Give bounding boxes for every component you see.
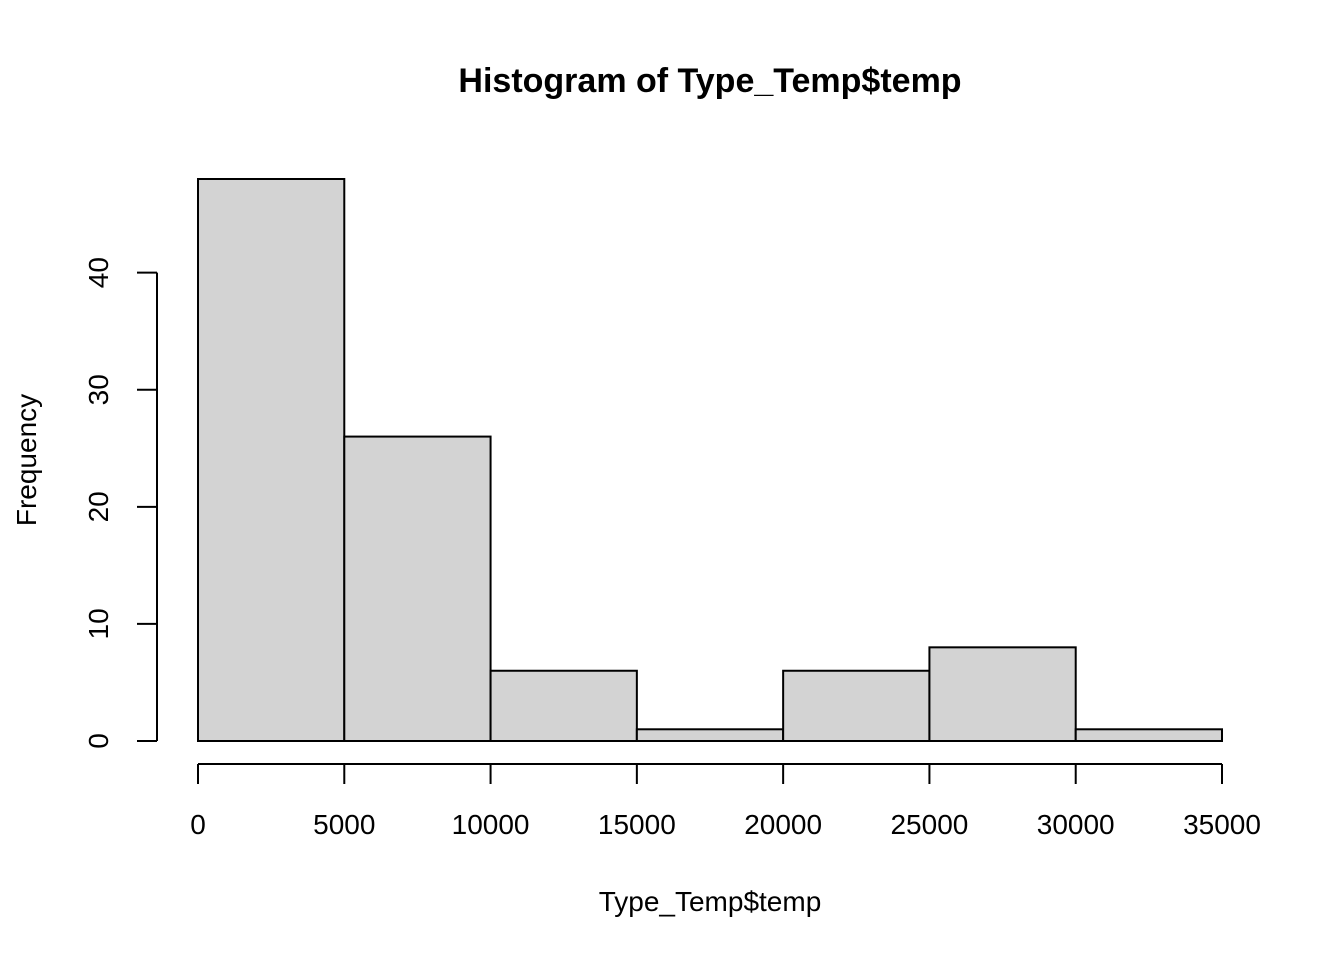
x-tick-label-4: 20000 [744,809,822,840]
y-tick-label-0: 0 [83,733,114,749]
x-tick-label-2: 10000 [452,809,530,840]
x-axis: 0 5000 10000 15000 20000 25000 30000 35000 [190,763,1261,840]
bars-group [197,178,1223,743]
histogram-bar-3 [635,728,785,743]
histogram-bar-1 [343,435,492,742]
histogram-bar-6 [1074,728,1223,743]
y-axis: 0 10 20 30 40 [83,257,158,749]
y-tick-label-3: 30 [83,374,114,405]
x-tick-label-0: 0 [190,809,206,840]
histogram-bar-0 [197,178,346,742]
y-tick-label-4: 40 [83,257,114,288]
histogram-bar-5 [928,646,1077,742]
x-tick-label-6: 30000 [1037,809,1115,840]
x-tick-label-5: 25000 [890,809,968,840]
x-tick-label-1: 5000 [313,809,375,840]
y-tick-label-1: 10 [83,608,114,639]
x-tick-label-3: 15000 [598,809,676,840]
histogram-bar-2 [489,669,638,742]
x-axis-label: Type_Temp$temp [599,886,822,917]
x-tick-label-7: 35000 [1183,809,1261,840]
y-axis-label: Frequency [11,394,42,526]
y-tick-label-2: 20 [83,491,114,522]
histogram-bar-4 [782,669,931,742]
chart-title: Histogram of Type_Temp$temp [458,62,961,100]
